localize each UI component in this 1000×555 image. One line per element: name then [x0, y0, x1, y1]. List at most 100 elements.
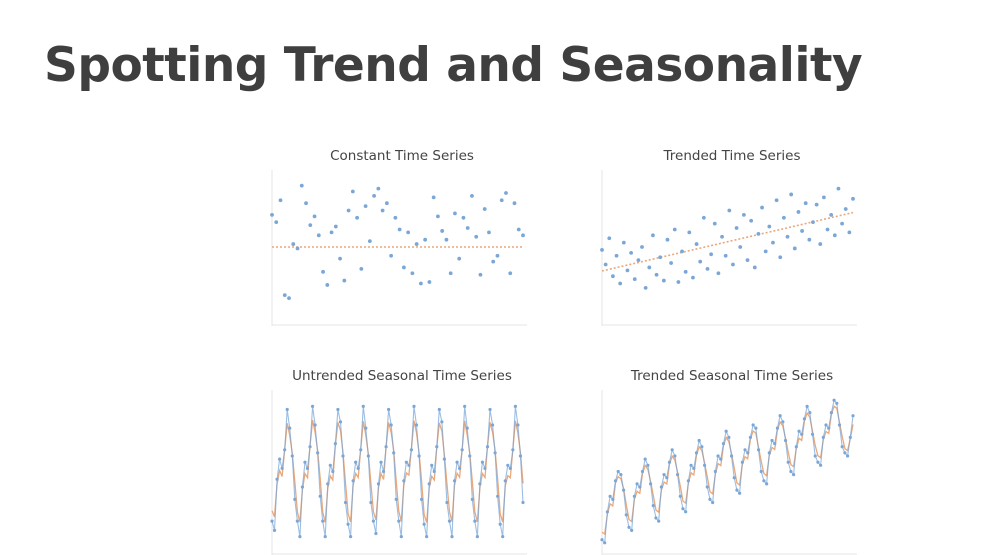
data-point — [709, 252, 714, 257]
data-point — [381, 469, 386, 474]
data-point — [465, 226, 470, 230]
data-point — [640, 245, 644, 249]
data-point — [680, 249, 684, 254]
data-point — [618, 281, 623, 286]
data-point — [518, 454, 523, 458]
data-point — [659, 485, 663, 489]
data-point — [760, 205, 764, 210]
data-point — [608, 494, 612, 498]
data-point — [638, 485, 642, 489]
data-point — [498, 522, 502, 526]
data-point — [435, 445, 439, 449]
data-point — [423, 237, 428, 242]
data-point — [521, 500, 525, 505]
data-point — [376, 482, 381, 486]
data-point — [821, 195, 826, 200]
data-point — [447, 519, 452, 523]
data-point — [478, 272, 483, 277]
data-point — [800, 432, 804, 436]
data-point — [392, 451, 396, 455]
data-point — [756, 231, 761, 236]
data-point — [600, 248, 604, 252]
data-point — [278, 198, 283, 203]
data-point — [457, 256, 462, 261]
data-point — [825, 227, 830, 232]
data-point — [346, 522, 350, 526]
data-point — [613, 479, 618, 483]
series-line — [271, 406, 524, 537]
data-point — [326, 482, 330, 486]
data-point — [455, 460, 459, 464]
data-point — [681, 507, 685, 511]
data-point — [691, 275, 695, 280]
data-point — [432, 469, 436, 474]
data-point — [829, 212, 834, 217]
data-point — [478, 482, 482, 486]
data-point — [716, 454, 720, 458]
data-point — [819, 463, 823, 467]
data-point — [414, 423, 419, 427]
data-point — [654, 272, 659, 277]
data-point — [274, 220, 279, 225]
data-point — [275, 477, 279, 481]
data-point — [407, 463, 411, 467]
data-point — [800, 229, 804, 233]
data-point — [600, 538, 604, 542]
data-point — [629, 250, 634, 255]
data-point — [756, 448, 761, 452]
data-point — [743, 448, 747, 452]
data-point — [657, 519, 661, 523]
data-point — [333, 442, 337, 446]
data-point — [427, 482, 431, 486]
data-point — [316, 451, 320, 455]
data-point — [470, 497, 474, 501]
data-point — [692, 466, 696, 470]
data-point — [670, 448, 674, 452]
data-point — [278, 457, 282, 461]
data-point — [495, 253, 500, 258]
data-point — [295, 246, 300, 251]
data-point — [406, 230, 411, 235]
data-point — [648, 482, 653, 486]
data-point — [711, 500, 715, 505]
data-point — [716, 271, 721, 276]
data-point — [448, 271, 453, 276]
data-point — [427, 280, 432, 284]
data-point — [851, 414, 855, 418]
seasonal-fit-line — [601, 405, 854, 536]
data-point — [404, 460, 408, 464]
data-point — [308, 223, 313, 227]
data-point — [611, 497, 615, 501]
data-point — [316, 233, 321, 238]
data-point — [490, 423, 495, 427]
data-point — [372, 194, 377, 198]
data-point — [356, 466, 360, 470]
data-point — [299, 183, 304, 188]
data-point — [727, 435, 731, 439]
data-point — [643, 457, 647, 461]
data-point — [512, 201, 517, 206]
data-point — [686, 479, 690, 483]
data-point — [409, 448, 414, 452]
data-point — [371, 519, 376, 523]
seasonal-fit-line — [271, 419, 524, 523]
data-point — [342, 278, 347, 283]
trend-line — [601, 211, 854, 272]
data-point — [422, 522, 426, 526]
data-point — [778, 414, 782, 418]
data-point — [431, 195, 436, 200]
chart-plot — [270, 390, 527, 555]
data-point — [295, 519, 299, 523]
data-point — [767, 451, 771, 455]
data-point — [521, 233, 525, 238]
data-point — [698, 259, 703, 264]
data-point — [673, 454, 677, 458]
data-point — [361, 404, 365, 408]
data-point — [667, 460, 672, 464]
data-point — [354, 460, 358, 464]
data-point — [720, 234, 724, 239]
data-point — [474, 234, 479, 239]
data-point — [389, 423, 393, 427]
data-point — [835, 401, 839, 405]
data-point — [303, 460, 307, 464]
